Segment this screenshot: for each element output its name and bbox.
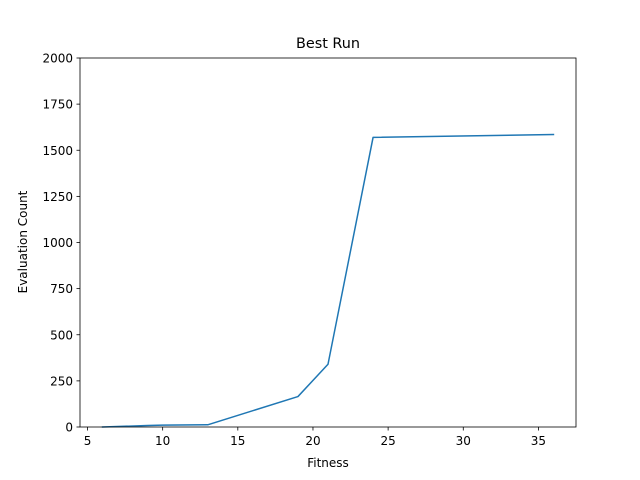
y-tick-label: 2000 xyxy=(42,52,73,66)
x-tick-label: 30 xyxy=(456,434,471,448)
y-tick-label: 0 xyxy=(65,421,73,435)
y-tick-label: 250 xyxy=(50,374,73,388)
x-tick-label: 35 xyxy=(531,434,546,448)
y-tick-label: 500 xyxy=(50,328,73,342)
y-tick-label: 1250 xyxy=(42,190,73,204)
axes-frame xyxy=(79,57,577,428)
y-tick-label: 750 xyxy=(50,282,73,296)
y-axis-label: Evaluation Count xyxy=(16,190,30,293)
x-tick-label: 20 xyxy=(305,434,320,448)
x-axis-label: Fitness xyxy=(307,456,349,470)
axis-layer: 5 10 15 20 25 30 35 0 250 500 750 1000 1250 1500 1750 2… xyxy=(42,52,577,448)
x-tick-label: 5 xyxy=(84,434,92,448)
x-tick-label: 10 xyxy=(155,434,170,448)
plot-layer xyxy=(101,133,555,428)
y-tick-label: 1500 xyxy=(42,144,73,158)
x-tick-label: 25 xyxy=(380,434,395,448)
series-line-0 xyxy=(101,133,555,428)
y-tick-label: 1750 xyxy=(42,98,73,112)
x-tick-label: 15 xyxy=(230,434,245,448)
chart-title: Best Run xyxy=(296,36,360,52)
y-tick-label: 1000 xyxy=(42,236,73,250)
